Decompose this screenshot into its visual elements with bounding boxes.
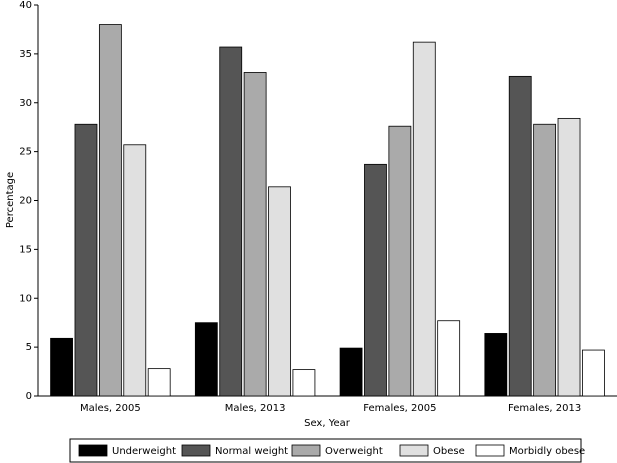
x-tick-label: Females, 2005	[363, 403, 436, 414]
bar	[557, 117, 581, 397]
x-tick-label: Males, 2005	[80, 403, 141, 414]
legend-label: Morbidly obese	[509, 446, 585, 457]
bar	[98, 24, 122, 397]
legend-swatch	[475, 444, 505, 457]
x-tick-label: Females, 2013	[508, 403, 581, 414]
bar	[364, 163, 387, 397]
y-tick-label: 30	[19, 98, 32, 109]
y-tick-label: 0	[26, 391, 32, 402]
bar	[243, 72, 267, 397]
y-tick-label: 35	[19, 49, 32, 60]
legend-label: Underweight	[112, 446, 176, 457]
bar	[292, 369, 316, 397]
y-tick-label: 20	[19, 196, 32, 207]
bar	[268, 186, 291, 397]
bar	[484, 333, 508, 397]
legend-label: Overweight	[325, 446, 383, 457]
x-axis-label: Sex, Year	[304, 418, 351, 429]
y-tick-label: 25	[19, 147, 32, 158]
bar	[437, 320, 461, 397]
bar	[123, 144, 147, 397]
y-tick-label: 5	[26, 342, 32, 353]
legend-swatch	[181, 444, 211, 457]
bar	[582, 349, 605, 397]
legend-swatch	[78, 444, 108, 457]
legend-label: Obese	[433, 446, 465, 457]
legend-swatch	[399, 444, 429, 457]
y-tick-label: 40	[19, 0, 32, 11]
bar	[50, 337, 73, 397]
legend-swatch	[291, 444, 321, 457]
bar	[74, 123, 98, 397]
bar	[219, 46, 243, 397]
bar	[194, 322, 218, 397]
y-tick-label: 15	[19, 244, 32, 255]
y-axis-label: Percentage	[5, 172, 16, 228]
bar	[339, 347, 363, 397]
x-tick-label: Males, 2013	[225, 403, 286, 414]
bar	[508, 75, 532, 397]
bar	[533, 123, 557, 397]
bar	[147, 368, 171, 397]
bar	[412, 41, 436, 397]
bar	[388, 125, 412, 397]
legend-label: Normal weight	[215, 446, 288, 457]
y-tick-label: 10	[19, 293, 32, 304]
